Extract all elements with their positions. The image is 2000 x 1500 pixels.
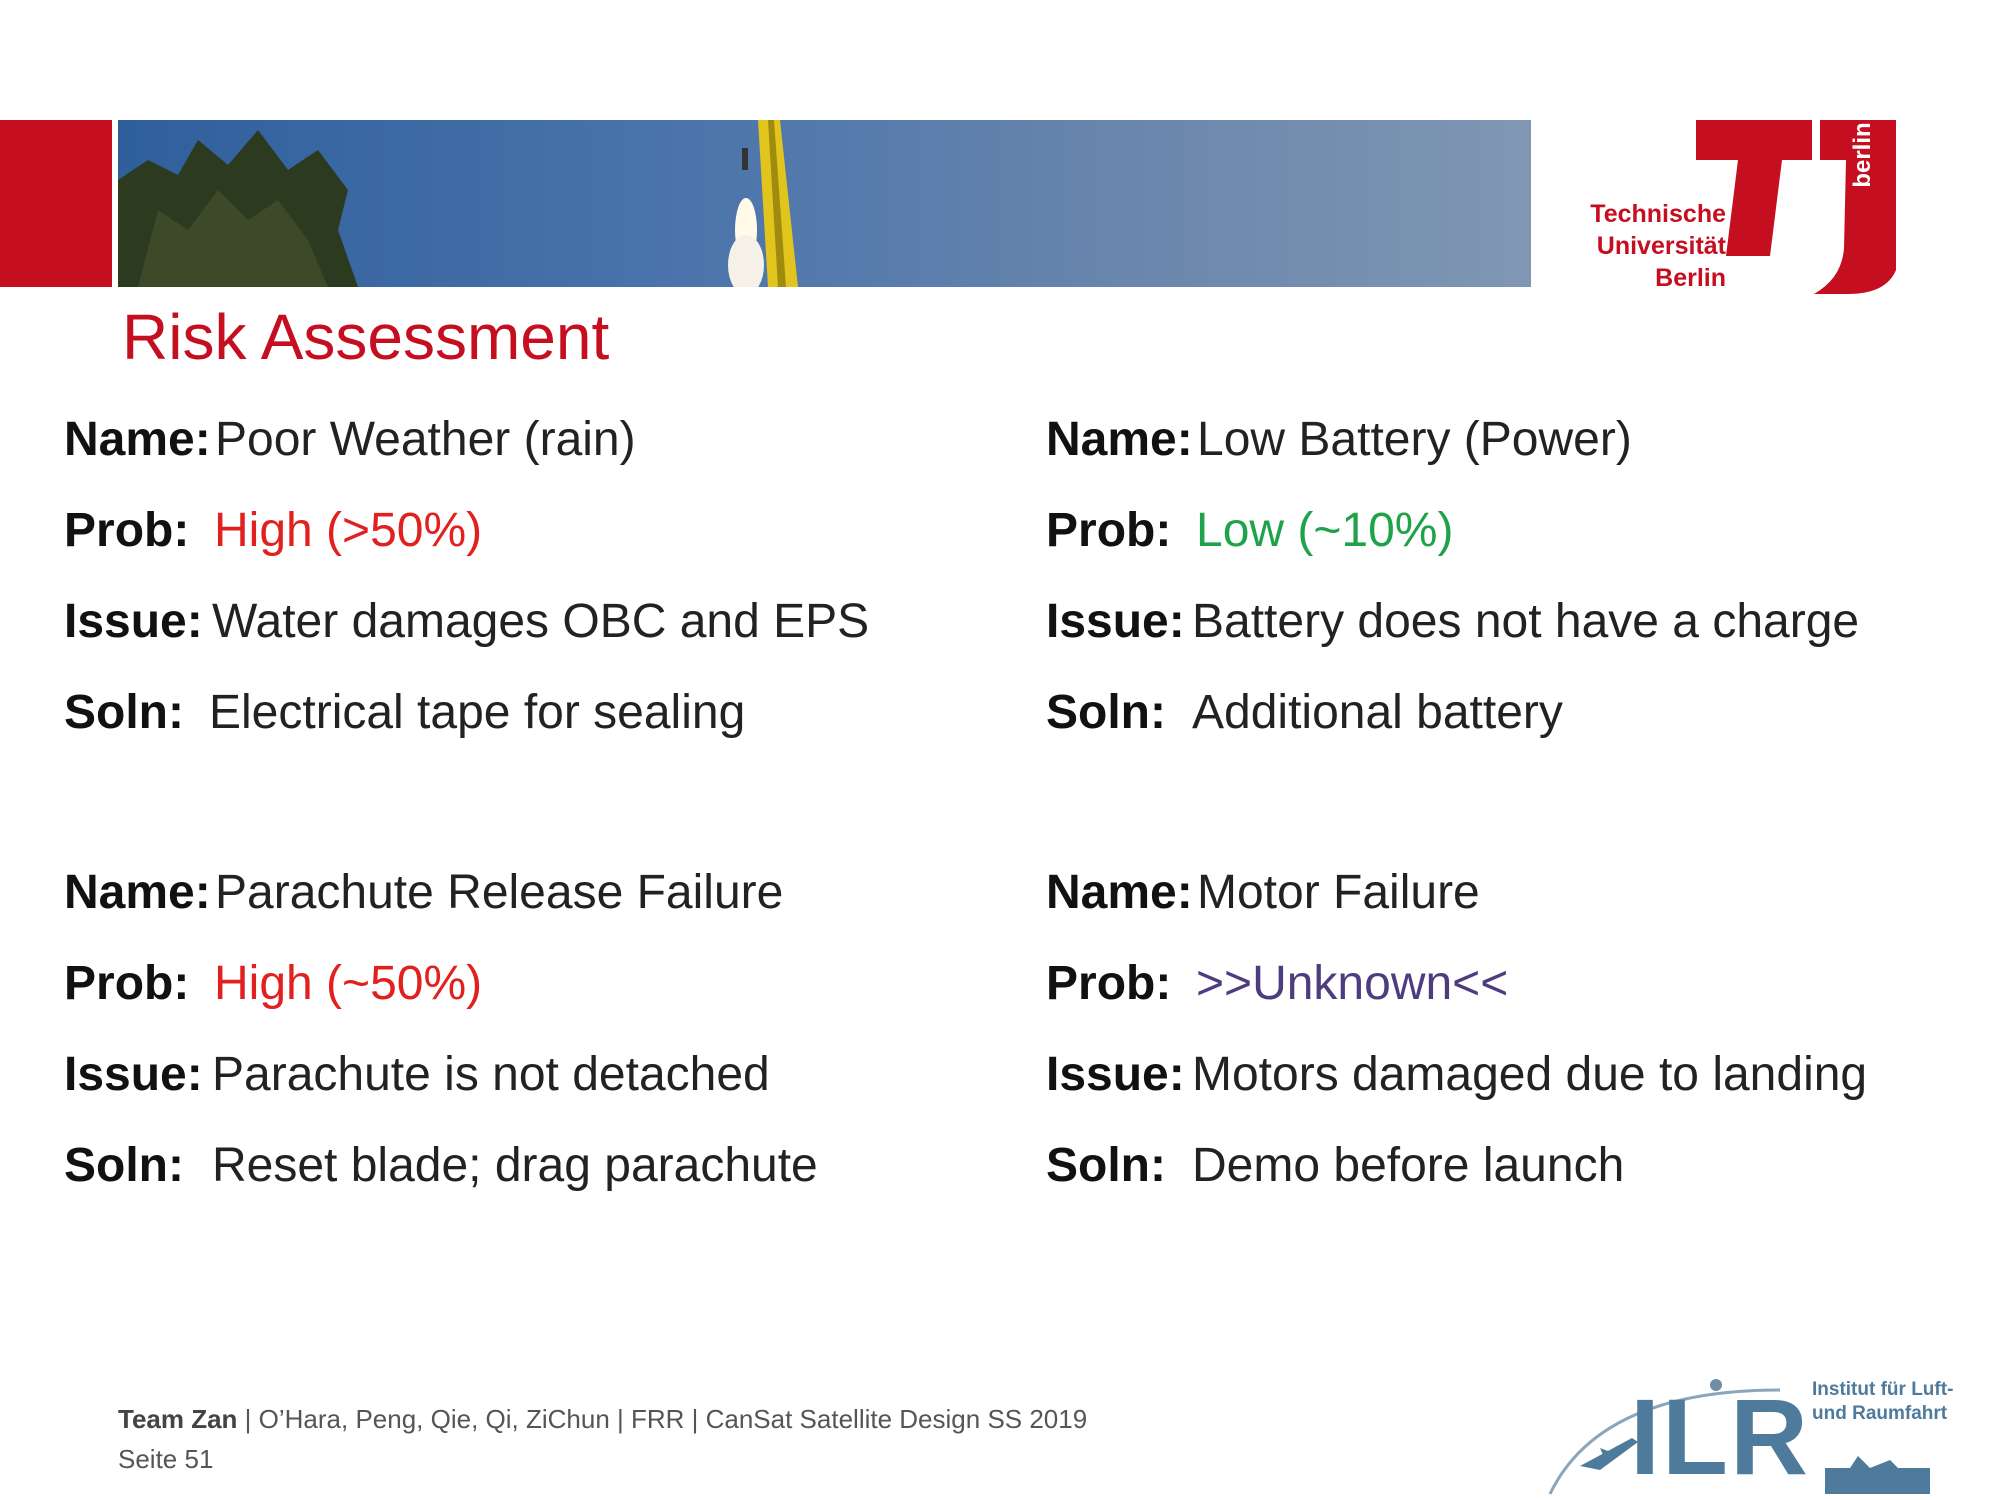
airplane-icon (1580, 1438, 1638, 1470)
risk-name-row: Name: Low Battery (Power) (1046, 410, 1632, 470)
risk-issue-value: Motors damaged due to landing (1192, 1048, 1868, 1101)
risk-soln-row: Soln: Electrical tape for sealing (64, 683, 745, 743)
page-title: Risk Assessment (122, 301, 610, 373)
prob-label: Prob: (64, 957, 190, 1010)
prob-label: Prob: (1046, 504, 1172, 557)
risk-prob-value: High (~50%) (214, 957, 483, 1010)
risk-issue-row: Issue: Water damages OBC and EPS (64, 592, 869, 652)
risk-prob-value: >>Unknown<< (1196, 957, 1509, 1010)
risk-soln-value: Electrical tape for sealing (209, 686, 746, 739)
name-label: Name: (64, 413, 211, 466)
risk-issue-row: Issue: Parachute is not detached (64, 1045, 770, 1105)
issue-label: Issue: (64, 595, 203, 648)
issue-label: Issue: (1046, 1048, 1185, 1101)
name-label: Name: (1046, 866, 1193, 919)
risk-name-row: Name: Parachute Release Failure (64, 863, 783, 923)
risk-issue-value: Parachute is not detached (212, 1048, 770, 1101)
risk-name-value: Poor Weather (rain) (215, 413, 636, 466)
risk-name-row: Name: Poor Weather (rain) (64, 410, 636, 470)
ilr-institute-name: Institut für Luft- und Raumfahrt (1812, 1378, 1953, 1426)
name-label: Name: (1046, 413, 1193, 466)
footer-details: | O’Hara, Peng, Qie, Qi, ZiChun | FRR | … (237, 1404, 1088, 1434)
tu-berlin-logo (1696, 120, 1896, 294)
header-red-block (0, 120, 112, 287)
risk-soln-row: Soln: Reset blade; drag parachute (64, 1136, 818, 1196)
risk-issue-value: Battery does not have a charge (1192, 595, 1860, 648)
header-banner-photo (118, 120, 1531, 287)
tu-line-2: Universität (1596, 232, 1726, 260)
soln-label: Soln: (64, 1139, 184, 1192)
risk-soln-row: Soln: Additional battery (1046, 683, 1563, 743)
prob-label: Prob: (64, 504, 190, 557)
risk-name-value: Motor Failure (1197, 866, 1480, 919)
risk-prob-value: High (>50%) (214, 504, 483, 557)
risk-soln-value: Reset blade; drag parachute (212, 1139, 818, 1192)
ilr-line-2: und Raumfahrt (1812, 1403, 1948, 1424)
footer-team: Team Zan (118, 1404, 238, 1434)
soln-label: Soln: (64, 686, 184, 739)
tu-line-3: Berlin (1655, 264, 1726, 292)
soln-label: Soln: (1046, 686, 1166, 739)
ilr-logo (1548, 1379, 1930, 1495)
risk-issue-value: Water damages OBC and EPS (212, 595, 870, 648)
risk-prob-row: Prob: High (~50%) (64, 954, 482, 1014)
risk-name-value: Low Battery (Power) (1197, 413, 1632, 466)
risk-prob-row: Prob: High (>50%) (64, 501, 482, 561)
risk-prob-row: Prob: Low (~10%) (1046, 501, 1453, 561)
risk-issue-row: Issue: Motors damaged due to landing (1046, 1045, 1867, 1105)
risk-name-value: Parachute Release Failure (215, 866, 784, 919)
risk-name-row: Name: Motor Failure (1046, 863, 1480, 923)
soln-label: Soln: (1046, 1139, 1166, 1192)
risk-issue-row: Issue: Battery does not have a charge (1046, 592, 1859, 652)
risk-soln-value: Additional battery (1192, 686, 1563, 739)
prob-label: Prob: (1046, 957, 1172, 1010)
risk-soln-value: Demo before launch (1192, 1139, 1625, 1192)
tu-berlin-wordmark: Technische Universität Berlin (1586, 198, 1726, 294)
ilr-letters: ILR (1630, 1376, 1810, 1497)
ilr-line-1: Institut für Luft- (1812, 1379, 1954, 1400)
rocket-launch-photo-icon (118, 120, 798, 287)
tu-berlin-vertical-label: berlin (1849, 122, 1876, 188)
tu-line-1: Technische (1590, 200, 1726, 228)
risk-prob-value: Low (~10%) (1196, 504, 1454, 557)
footer-page-number: Seite 51 (118, 1444, 214, 1474)
risk-soln-row: Soln: Demo before launch (1046, 1136, 1624, 1196)
issue-label: Issue: (1046, 595, 1185, 648)
issue-label: Issue: (64, 1048, 203, 1101)
footer-credits: Team Zan | O’Hara, Peng, Qie, Qi, ZiChun… (118, 1404, 1087, 1435)
risk-prob-row: Prob: >>Unknown<< (1046, 954, 1508, 1014)
name-label: Name: (64, 866, 211, 919)
